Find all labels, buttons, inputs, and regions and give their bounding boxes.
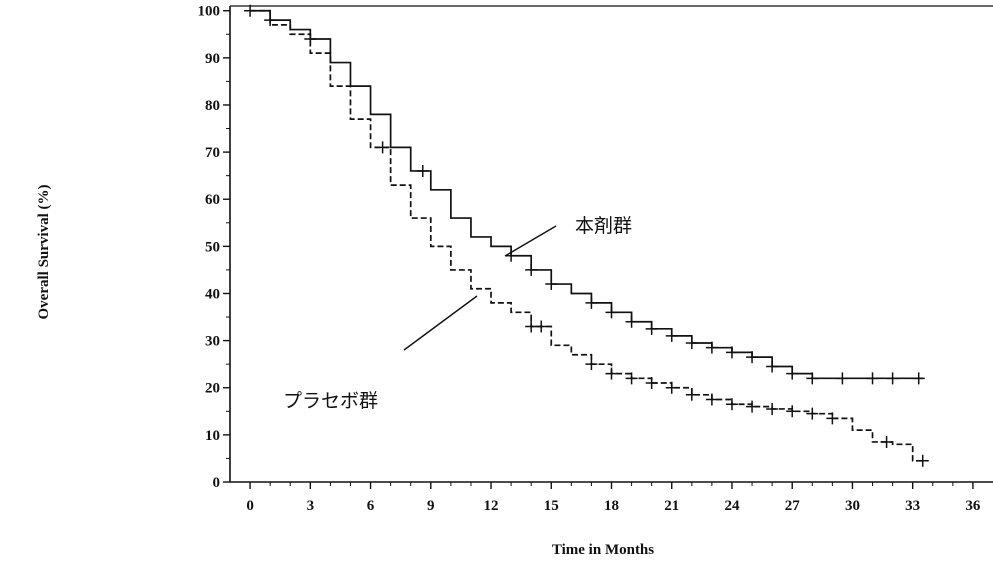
- y-tick-label-90: 90: [205, 51, 220, 67]
- censor-mark-placebo-7: [665, 381, 678, 394]
- y-tick-label-60: 60: [205, 192, 220, 208]
- series-line-treatment: [250, 9, 923, 380]
- censor-mark-placebo-14: [806, 407, 819, 420]
- censor-mark-treatment-12: [685, 336, 698, 349]
- x-tick-label-15: 15: [544, 498, 559, 514]
- x-tick-label-30: 30: [845, 498, 860, 514]
- annotation-label-placebo: プラセボ群: [283, 390, 378, 412]
- y-tick-label-70: 70: [205, 145, 220, 161]
- x-tick-label-24: 24: [724, 498, 740, 514]
- x-tick-label-12: 12: [484, 498, 499, 514]
- annotation-label-treatment: 本剤群: [575, 215, 632, 237]
- censor-mark-treatment-3: [416, 164, 429, 177]
- y-tick-label-80: 80: [205, 98, 220, 114]
- censor-mark-placebo-16: [880, 435, 893, 448]
- censor-mark-placebo-6: [645, 377, 658, 390]
- annotation-leader-treatment: [504, 225, 557, 257]
- x-axis-title: Time in Months: [552, 542, 654, 558]
- censor-mark-placebo-1: [525, 320, 538, 333]
- censor-mark-placebo-0: [376, 141, 389, 154]
- censor-mark-treatment-22: [912, 372, 925, 385]
- x-tick-label-21: 21: [664, 498, 679, 514]
- y-tick-label-50: 50: [205, 239, 220, 255]
- y-axis-title: Overall Survival (%): [36, 185, 52, 320]
- censor-mark-placebo-12: [766, 402, 779, 415]
- censor-mark-treatment-19: [836, 372, 849, 385]
- censor-mark-placebo-13: [786, 405, 799, 418]
- censor-mark-placebo-15: [826, 412, 839, 425]
- x-tick-label-6: 6: [367, 498, 375, 514]
- x-tick-label-33: 33: [905, 498, 920, 514]
- censor-mark-treatment-9: [625, 315, 638, 328]
- censor-mark-treatment-14: [725, 346, 738, 359]
- annotation-leader-placebo: [403, 295, 478, 351]
- y-tick-label-0: 0: [213, 475, 221, 491]
- censor-mark-treatment-10: [645, 322, 658, 335]
- censor-mark-placebo-11: [746, 400, 759, 413]
- y-tick-label-20: 20: [205, 381, 220, 397]
- x-axis: 0 3 6 9 12 15 18 21 24 27 30 33 36: [246, 482, 981, 514]
- censor-mark-treatment-17: [786, 367, 799, 380]
- censor-mark-treatment-4: [505, 249, 518, 262]
- x-tick-label-18: 18: [604, 498, 619, 514]
- annotation-layer: 本剤群 プラセボ群: [283, 215, 632, 412]
- censor-mark-placebo-5: [625, 372, 638, 385]
- censor-mark-treatment-2: [304, 32, 317, 45]
- censor-mark-treatment-16: [766, 360, 779, 373]
- censor-mark-placebo-10: [725, 398, 738, 411]
- y-tick-label-30: 30: [205, 334, 220, 350]
- censor-layer: [244, 4, 929, 467]
- censor-mark-placebo-2: [535, 320, 548, 333]
- censor-mark-placebo-8: [685, 388, 698, 401]
- y-tick-label-100: 100: [198, 4, 221, 20]
- y-axis: 0 10 20 30 40 50 60 70 80 90 100: [198, 4, 230, 491]
- censor-mark-placebo-3: [585, 358, 598, 371]
- censor-mark-treatment-1: [264, 14, 277, 27]
- x-tick-label-36: 36: [965, 498, 981, 514]
- censor-mark-treatment-8: [605, 306, 618, 319]
- censor-mark-treatment-5: [525, 263, 538, 276]
- x-tick-label-9: 9: [427, 498, 435, 514]
- censor-mark-treatment-20: [866, 372, 879, 385]
- censor-mark-treatment-11: [665, 329, 678, 342]
- x-tick-label-0: 0: [246, 498, 254, 514]
- censor-mark-treatment-6: [545, 278, 558, 291]
- x-tick-label-3: 3: [307, 498, 315, 514]
- censor-mark-placebo-9: [705, 393, 718, 406]
- censor-mark-treatment-0: [244, 4, 257, 17]
- censor-mark-treatment-18: [806, 372, 819, 385]
- y-tick-label-40: 40: [205, 286, 220, 302]
- censor-mark-treatment-7: [585, 296, 598, 309]
- censor-mark-treatment-13: [705, 341, 718, 354]
- censor-mark-placebo-4: [605, 367, 618, 380]
- x-tick-label-27: 27: [785, 498, 801, 514]
- y-tick-label-10: 10: [205, 428, 220, 444]
- censor-mark-treatment-15: [746, 351, 759, 364]
- censor-mark-treatment-21: [886, 372, 899, 385]
- censor-mark-placebo-17: [916, 454, 929, 467]
